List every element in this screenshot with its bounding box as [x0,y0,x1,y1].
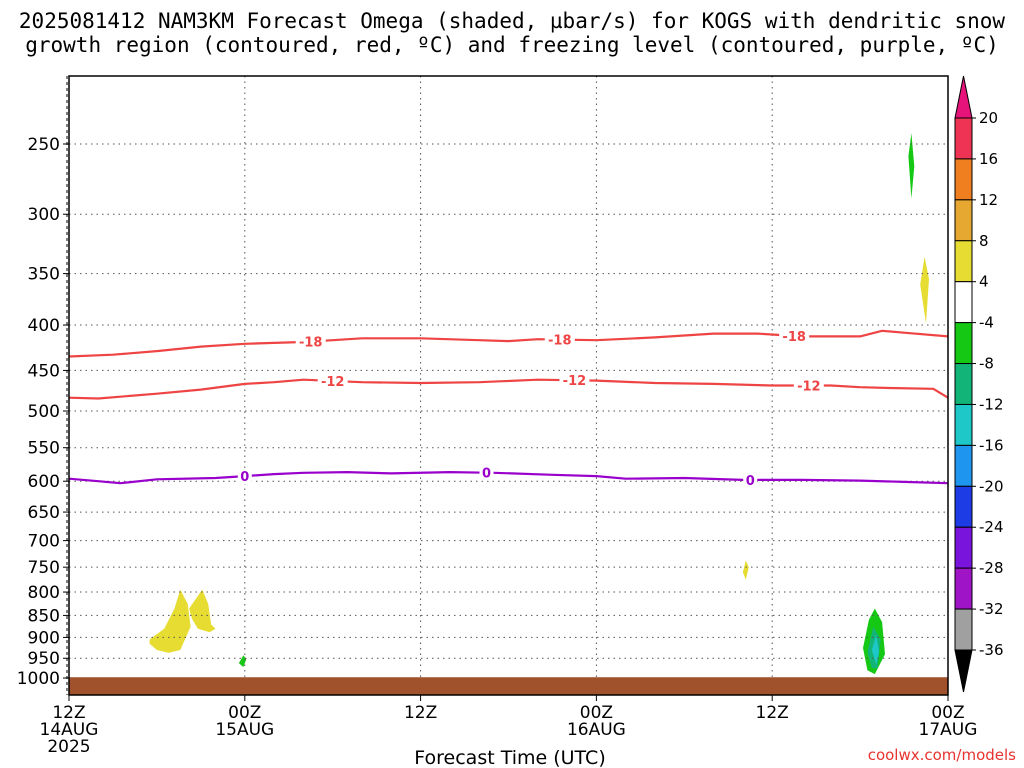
y-tick-label: 500 [28,402,60,422]
y-tick-label: 850 [28,606,60,626]
x-tick-label: 00Z [931,703,964,723]
x-axis-label: Forecast Time (UTC) [414,747,605,768]
contour-line--12 [68,378,949,400]
colorbar-segment-11 [954,567,973,610]
x-tick-label: 12Z [404,703,437,723]
omega-region-8 [920,256,929,324]
y-tick-label: 600 [28,472,60,492]
y-tick-label: 300 [28,205,60,225]
terrain-surface [69,677,948,695]
plot-border [68,75,949,696]
colorbar-tick-label: 4 [979,273,989,291]
colorbar-tick-label: 20 [979,109,998,127]
colorbar-segment-5 [954,322,973,365]
colorbar-segment-9 [954,485,973,528]
colorbar-segment-6 [954,363,973,405]
omega-region-6 [871,635,880,665]
colorbar-tick-label: -36 [979,641,1004,659]
colorbar-segment-2 [954,199,973,242]
x-tick-label: 00Z [228,703,261,723]
contour-line--18 [68,329,949,358]
colorbar-segment-3 [954,240,973,283]
chart-title-line-2: growth region (contoured, red, ºC) and f… [25,33,999,57]
contour-label-bg--18-0 [295,333,326,350]
colorbar-segment-4 [954,281,973,324]
colorbar-segment-0 [954,117,973,160]
contour-label-bg--12-0 [317,372,348,389]
omega-region-1 [189,589,216,633]
x-tick-label: 16AUG [567,720,626,740]
y-tick-label: 800 [28,583,60,603]
y-tick-label: 650 [28,503,60,523]
contour-label--12: -12 [321,375,345,390]
colorbar-tick-label: -32 [979,600,1004,618]
colorbar-segment-10 [954,526,973,569]
omega-region-0 [149,589,191,653]
y-tick-label: 450 [28,361,60,381]
colorbar-segment-1 [954,158,973,201]
colorbar-top-arrow [954,75,973,119]
contour-label--12: -12 [563,374,587,389]
y-tick-label: 900 [28,628,60,648]
omega-region-2 [238,655,247,668]
contour-label-bg-0-2 [743,471,758,488]
omega-region-3 [742,560,749,580]
x-tick-label: 15AUG [215,720,274,740]
omega-region-7 [908,133,915,199]
contour-label--18: -18 [782,330,806,345]
colorbar-tick-label: 12 [979,191,998,209]
contour-label-bg--12-1 [559,372,590,389]
contour-line-0 [68,471,949,485]
contour-label-0: 0 [240,470,249,485]
colorbar-tick-label: -12 [979,395,1004,413]
plot-frame [66,75,949,696]
y-tick-label: 550 [28,439,60,459]
y-tick-label: 1000 [17,669,60,689]
chart-title-line-1: 2025081412 NAM3KM Forecast Omega (shaded… [19,9,1006,33]
colorbar-tick-label: -16 [979,436,1004,454]
x-tick-label: 12Z [756,703,789,723]
contour-label--12: -12 [797,380,821,395]
x-tick-label: 12Z [52,703,85,723]
contour-label-0: 0 [482,467,491,482]
x-tick-label: 14AUG [40,720,99,740]
contour-label-0: 0 [746,474,755,489]
pressure-axis: 2503003504004505005506006507007508008509… [17,135,69,689]
colorbar-tick-label: 16 [979,150,998,168]
x-tick-label: 17AUG [919,720,978,740]
colorbar-tick-label: -28 [979,559,1004,577]
colorbar-segment-12 [954,608,973,651]
colorbar-segment-7 [954,403,973,446]
colorbar-bottom-arrow [954,649,973,693]
contour-label--18: -18 [299,336,323,351]
y-tick-label: 250 [28,135,60,155]
contour-label-bg--12-2 [793,377,824,394]
y-tick-label: 750 [28,558,60,578]
colorbar-tick-label: -20 [979,477,1004,495]
omega-colorbar: 20 16 12 8 4 -4 -8 -12 -16 -20 -24 -28 -32 -36 [954,75,1004,693]
contour-label-bg--18-1 [544,331,575,348]
colorbar-segment-8 [954,444,973,487]
y-tick-label: 350 [28,265,60,285]
contour-label-bg--18-2 [779,327,810,344]
y-tick-label: 950 [28,649,60,669]
credit-text: coolwx.com/models [868,746,1016,764]
contour-label-bg-0-0 [237,468,252,485]
x-tick-label: 2025 [47,737,90,757]
x-tick-label: 00Z [580,703,613,723]
colorbar-tick-label: -8 [979,355,994,373]
terrain-layer [69,677,948,695]
y-tick-label: 400 [28,316,60,336]
contour-layer: -18 -18 -18 -12 -12 -12 0 0 0 [68,327,949,489]
contour-label--18: -18 [548,334,572,349]
y-tick-label: 700 [28,532,60,552]
contour-label-bg-0-1 [479,464,494,481]
colorbar-tick-label: -24 [979,518,1004,536]
colorbar-tick-label: 8 [979,232,989,250]
colorbar-tick-label: -4 [979,314,994,332]
